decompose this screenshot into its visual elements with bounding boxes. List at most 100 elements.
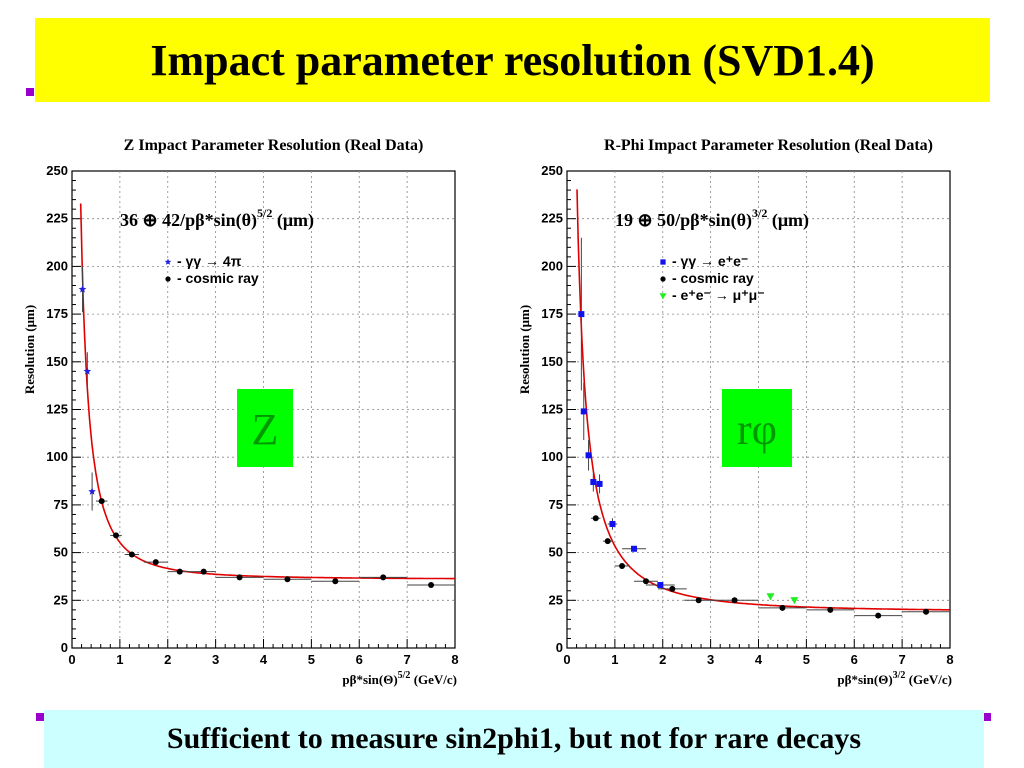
x-tick-label: 8	[451, 652, 458, 667]
x-tick-label: 0	[68, 652, 75, 667]
y-axis-label: Resolution (μm)	[22, 305, 37, 394]
x-tick-label: 0	[563, 652, 570, 667]
y-tick-label: 125	[46, 402, 68, 417]
data-point	[827, 606, 834, 613]
x-tick-label: 2	[164, 652, 171, 667]
legend-entry: - γγ → e⁺e⁻	[672, 253, 748, 269]
data-point	[88, 487, 96, 495]
fit-formula-exponent: 3/2	[752, 206, 767, 220]
chart-title: R-Phi Impact Parameter Resolution (Real …	[604, 137, 933, 154]
chart-title: Z Impact Parameter Resolution (Real Data…	[124, 137, 424, 154]
slide-title: Impact parameter resolution (SVD1.4)	[150, 35, 875, 85]
y-tick-label: 200	[46, 258, 68, 273]
fit-formula: 19 ⊕ 50/pβ*sin(θ)3/2 (μm)	[615, 206, 809, 231]
y-tick-label: 25	[549, 592, 563, 607]
detector-badge-label: Z	[252, 405, 279, 454]
fit-formula-unit: (μm)	[272, 210, 314, 231]
x-axis-label-unit: (GeV/c)	[410, 672, 457, 687]
bullet-icon	[26, 88, 34, 96]
y-tick-label: 75	[54, 497, 68, 512]
data-point	[590, 479, 597, 486]
y-tick-label: 175	[541, 306, 563, 321]
data-point	[332, 578, 339, 585]
legend-marker	[660, 259, 666, 265]
y-tick-label: 225	[541, 211, 563, 226]
y-axis-label: Resolution (μm)	[517, 305, 532, 394]
legend-marker	[165, 276, 171, 282]
z-impact-chart: Z Impact Parameter Resolution (Real Data…	[22, 137, 459, 687]
y-tick-label: 0	[556, 640, 563, 655]
y-tick-label: 100	[541, 449, 563, 464]
legend-entry: - cosmic ray	[177, 270, 259, 286]
y-tick-label: 125	[541, 402, 563, 417]
y-tick-label: 200	[541, 258, 563, 273]
fit-formula-base: 19 ⊕ 50/pβ*sin(θ)	[615, 210, 752, 231]
data-point	[619, 562, 626, 569]
y-tick-label: 250	[46, 163, 68, 178]
fit-formula-base: 36 ⊕ 42/pβ*sin(θ)	[120, 210, 257, 231]
bullet-icon	[36, 713, 44, 721]
data-point	[731, 597, 738, 604]
fit-formula: 36 ⊕ 42/pβ*sin(θ)5/2 (μm)	[120, 206, 314, 231]
data-point	[83, 367, 92, 375]
x-tick-label: 5	[308, 652, 315, 667]
legend-entry: - γγ → 4π	[177, 253, 242, 269]
data-point	[642, 578, 649, 585]
data-point	[695, 597, 702, 604]
fit-curve	[79, 203, 455, 580]
data-point	[428, 582, 435, 589]
x-axis-label-base: pβ*sin(Θ)	[342, 672, 397, 687]
x-tick-label: 6	[851, 652, 858, 667]
y-tick-label: 75	[549, 497, 563, 512]
x-axis-label: pβ*sin(Θ)5/2 (GeV/c)	[342, 670, 457, 687]
legend-marker	[164, 258, 172, 265]
data-point	[766, 593, 775, 601]
y-tick-label: 0	[61, 640, 68, 655]
x-axis-label: pβ*sin(Θ)3/2 (GeV/c)	[837, 670, 952, 687]
x-tick-label: 1	[116, 652, 123, 667]
data-point	[176, 568, 183, 575]
x-axis-label-exponent: 5/2	[398, 670, 411, 681]
legend-marker	[659, 293, 667, 300]
x-tick-label: 2	[659, 652, 666, 667]
y-tick-label: 50	[549, 545, 563, 560]
slide-title-box: Impact parameter resolution (SVD1.4)	[35, 18, 990, 102]
y-tick-label: 175	[46, 306, 68, 321]
y-tick-label: 100	[46, 449, 68, 464]
data-point	[609, 520, 616, 527]
x-axis-label-base: pβ*sin(Θ)	[837, 672, 892, 687]
data-point	[657, 582, 664, 589]
fit-curve	[576, 189, 950, 611]
x-tick-label: 7	[404, 652, 411, 667]
rphi-impact-chart: R-Phi Impact Parameter Resolution (Real …	[517, 137, 954, 687]
data-point	[596, 480, 603, 487]
data-point	[236, 574, 243, 581]
data-point	[78, 285, 87, 293]
fit-formula-exponent: 5/2	[257, 206, 272, 220]
x-tick-label: 8	[946, 652, 953, 667]
footer-box: Sufficient to measure sin2phi1, but not …	[44, 710, 984, 768]
data-point	[200, 568, 207, 575]
x-axis-label-exponent: 3/2	[893, 670, 906, 681]
data-point	[604, 538, 611, 545]
data-point	[113, 532, 120, 539]
bullet-icon	[983, 713, 991, 721]
data-point	[779, 604, 786, 611]
data-point	[790, 597, 799, 605]
x-tick-label: 3	[212, 652, 219, 667]
data-point	[284, 576, 291, 583]
y-tick-label: 250	[541, 163, 563, 178]
fit-formula-unit: (μm)	[767, 210, 809, 231]
data-point	[580, 408, 587, 415]
data-point	[669, 585, 676, 592]
data-point	[152, 559, 159, 566]
data-point	[592, 515, 599, 522]
data-point	[98, 498, 105, 505]
y-tick-label: 50	[54, 545, 68, 560]
x-tick-label: 4	[755, 652, 763, 667]
data-point	[128, 551, 135, 558]
y-tick-label: 25	[54, 592, 68, 607]
legend-marker	[660, 276, 666, 282]
y-tick-label: 150	[46, 354, 68, 369]
detector-badge-label: rφ	[737, 405, 777, 454]
